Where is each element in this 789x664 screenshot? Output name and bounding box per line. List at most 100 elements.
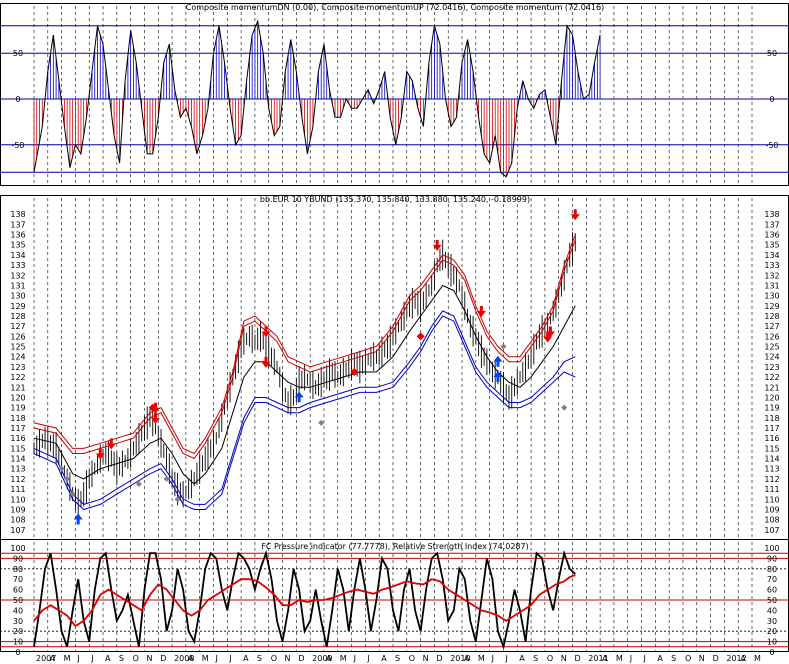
x-tick-label: S <box>533 654 538 663</box>
y-tick-label-right: 60 <box>767 586 777 595</box>
y-tick-label-left: 115 <box>10 444 25 453</box>
y-tick-label-left: 128 <box>10 312 25 321</box>
y-tick-label-left: 135 <box>10 241 25 250</box>
x-tick-label: A <box>326 654 332 663</box>
y-tick-label-right: 122 <box>764 373 779 382</box>
x-tick-label: N <box>423 654 429 663</box>
y-tick-label-right: 114 <box>764 455 779 464</box>
grey-diamond-marker <box>561 404 568 411</box>
x-tick-label: A <box>519 654 525 663</box>
sell-arrow-icon <box>106 438 116 450</box>
x-tick-label: M <box>616 654 623 663</box>
sell-arrow-icon <box>476 306 486 317</box>
x-tick-label: A <box>381 654 387 663</box>
x-tick-label: M <box>340 654 347 663</box>
y-tick-label-right: 108 <box>764 516 779 525</box>
x-tick-label: O <box>547 654 553 663</box>
x-tick-label: O <box>271 654 277 663</box>
y-tick-label-right: 120 <box>764 393 779 402</box>
y-tick-label-right: 130 <box>764 292 779 301</box>
x-tick-label: N <box>561 654 567 663</box>
x-tick-label: D <box>160 654 166 663</box>
momentum-outline <box>33 19 601 178</box>
x-tick-label: O <box>409 654 415 663</box>
x-tick-label: A <box>657 654 663 663</box>
y-tick-label-left: 40 <box>13 606 23 615</box>
sell-arrow-icon <box>261 356 271 368</box>
x-tick-label: M <box>64 654 71 663</box>
y-tick-label-left: 60 <box>13 586 23 595</box>
y-tick-label-left: 133 <box>10 261 25 270</box>
red-diamond-marker <box>350 368 359 376</box>
y-tick-label-left: 136 <box>10 231 25 240</box>
grey-diamond-marker <box>500 343 507 350</box>
y-tick-label-left: -50 <box>11 141 24 150</box>
x-tick-label: 2008 <box>174 654 194 663</box>
grey-diamond-marker <box>135 481 142 487</box>
grey-diamond-marker <box>64 475 71 482</box>
y-tick-label-right: 132 <box>764 271 779 280</box>
y-tick-label-left: 111 <box>10 485 25 494</box>
y-tick-label-left: 131 <box>10 281 25 290</box>
y-tick-label-left: 50 <box>13 49 23 58</box>
grey-diamond-marker <box>174 496 181 503</box>
y-tick-label-right: 80 <box>767 565 777 574</box>
y-tick-label-left: 126 <box>10 332 25 341</box>
buy-arrow-icon <box>493 355 503 367</box>
y-tick-label-right: 109 <box>764 505 779 514</box>
buy-arrow-icon <box>73 513 83 525</box>
x-tick-label: J <box>643 654 646 663</box>
grey-diamond-marker <box>318 419 325 426</box>
y-tick-label-right: 136 <box>764 231 779 240</box>
buy-arrow-icon <box>294 391 304 403</box>
y-tick-label-right: 107 <box>764 526 779 535</box>
x-tick-label: J <box>504 654 507 663</box>
x-tick-label: A <box>188 654 194 663</box>
y-tick-label-left: 50 <box>13 596 23 605</box>
x-tick-label: J <box>76 654 79 663</box>
y-tick-label-left: 130 <box>10 292 25 301</box>
y-tick-label-right: 125 <box>764 343 779 352</box>
x-tick-label: S <box>119 654 124 663</box>
sell-arrow-icon <box>545 326 555 338</box>
y-tick-label-left: 137 <box>10 220 25 229</box>
band-lower-band <box>33 310 576 505</box>
y-tick-label-right: 50 <box>767 596 777 605</box>
y-tick-label-left: 125 <box>10 343 25 352</box>
y-tick-label-right: 100 <box>764 544 779 553</box>
sell-arrow-icon <box>151 402 161 414</box>
y-tick-label-right: 126 <box>764 332 779 341</box>
x-tick-label: J <box>215 654 218 663</box>
momentum-panel-title: Composite momentumDN (0.00), Composite m… <box>186 3 604 12</box>
x-tick-label: J <box>629 654 632 663</box>
y-tick-label-right: 30 <box>767 617 777 626</box>
x-tick-label: 2010 <box>450 654 470 663</box>
y-tick-label-left: 120 <box>10 393 25 402</box>
y-tick-label-left: 129 <box>10 302 25 311</box>
y-tick-label-right: 128 <box>764 312 779 321</box>
y-tick-label-right: 40 <box>767 606 777 615</box>
x-tick-label: M <box>478 654 485 663</box>
sell-arrow-icon <box>432 239 442 251</box>
x-tick-label: S <box>395 654 400 663</box>
y-tick-label-left: 112 <box>10 475 25 484</box>
y-tick-label-right: 0 <box>769 648 774 657</box>
x-tick-label: N <box>285 654 291 663</box>
x-tick-label: J <box>228 654 231 663</box>
x-tick-label: A <box>50 654 56 663</box>
y-tick-label-left: 100 <box>10 544 25 553</box>
y-tick-label-left: 109 <box>10 505 25 514</box>
y-tick-label-left: 80 <box>13 565 23 574</box>
x-tick-label: J <box>491 654 494 663</box>
x-tick-label: 2007 <box>36 654 56 663</box>
x-tick-label: N <box>699 654 705 663</box>
y-tick-label-left: 117 <box>10 424 25 433</box>
x-tick-label: N <box>146 654 152 663</box>
y-tick-label-left: 118 <box>10 414 25 423</box>
y-tick-label-right: 90 <box>767 554 777 563</box>
y-tick-label-right: 133 <box>764 261 779 270</box>
y-tick-label-right: 111 <box>764 485 779 494</box>
x-tick-label: A <box>740 654 746 663</box>
y-tick-label-left: 132 <box>10 271 25 280</box>
